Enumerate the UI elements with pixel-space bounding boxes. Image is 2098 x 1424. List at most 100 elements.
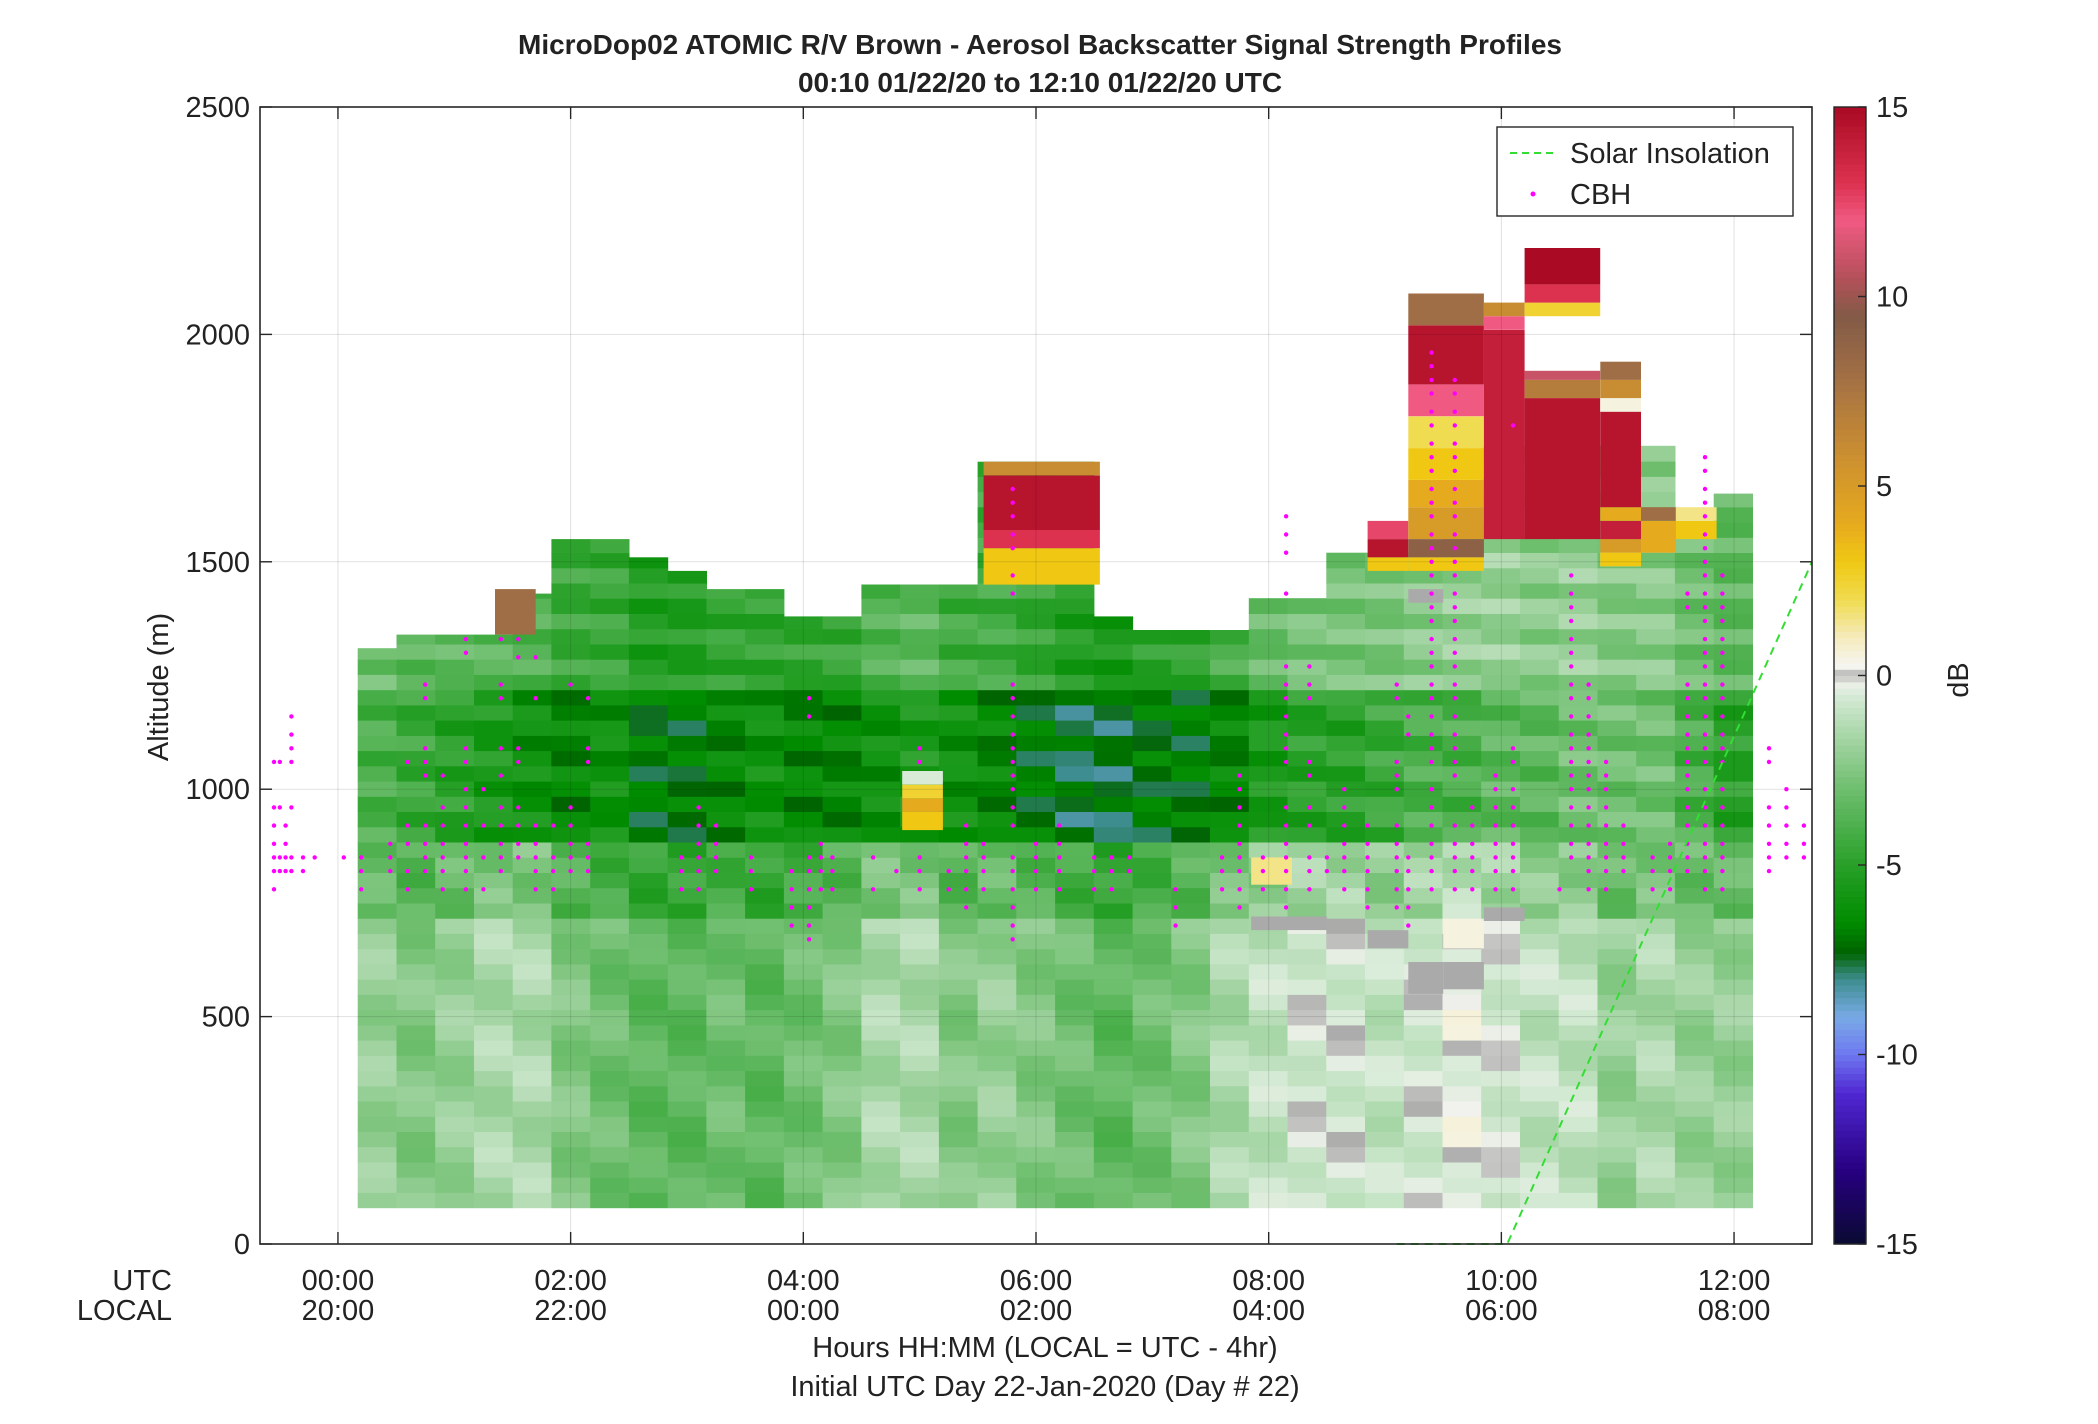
heat-cell xyxy=(1326,704,1366,721)
heat-cell xyxy=(1171,1116,1211,1132)
heat-cell xyxy=(745,613,785,630)
cbh-point xyxy=(1010,746,1015,751)
cbh-point xyxy=(1702,486,1708,492)
colorbar-segment xyxy=(1834,182,1866,190)
heat-cell xyxy=(1171,750,1211,767)
heat-cell xyxy=(938,628,979,645)
heat-cell xyxy=(977,1116,1017,1132)
heat-cell xyxy=(783,720,824,736)
heat-cell xyxy=(1558,1177,1598,1193)
cbh-point xyxy=(1057,855,1062,860)
heat-cell xyxy=(1713,994,1753,1011)
heat-cell xyxy=(1597,1024,1637,1041)
heat-cell xyxy=(551,1055,591,1072)
heat-cell xyxy=(1132,1040,1172,1056)
heat-cell xyxy=(1597,1040,1637,1056)
cbh-point xyxy=(516,823,521,828)
heat-cell xyxy=(1326,1146,1366,1163)
heat-cell xyxy=(1636,918,1676,934)
colorbar-segment xyxy=(1834,1124,1866,1131)
cbh-point xyxy=(271,868,277,874)
colorbar-segment xyxy=(1834,839,1866,847)
cbh-point xyxy=(423,823,428,828)
heat-cell xyxy=(512,1146,552,1163)
heat-cell xyxy=(1210,1101,1250,1117)
cbh-point xyxy=(1429,591,1434,596)
colorbar-segment xyxy=(1834,801,1866,809)
heat-cell xyxy=(706,750,746,767)
heat-cell xyxy=(667,598,707,614)
colorbar-segment xyxy=(1834,757,1866,765)
heat-cell xyxy=(1132,811,1172,828)
heat-cell xyxy=(706,1024,746,1041)
heat-cell xyxy=(590,826,630,843)
cloud-return-cell xyxy=(902,811,943,831)
cbh-point xyxy=(1586,823,1591,828)
heat-cell xyxy=(1016,1101,1056,1117)
colorbar-segment xyxy=(1834,176,1866,184)
heat-cell xyxy=(1636,674,1676,691)
heat-cell xyxy=(1016,1146,1056,1163)
heat-cell xyxy=(551,567,591,584)
cbh-point xyxy=(1720,605,1725,610)
cbh-point xyxy=(1365,855,1370,860)
heat-cell xyxy=(1365,567,1405,584)
heat-cell xyxy=(396,720,436,736)
colorbar-segment xyxy=(1834,612,1866,620)
heat-cell xyxy=(745,765,785,782)
cbh-point xyxy=(1429,714,1434,719)
heat-cell xyxy=(1055,628,1095,645)
heat-cell xyxy=(1481,1040,1521,1056)
colorbar-segment xyxy=(1834,915,1866,923)
cbh-point xyxy=(1702,559,1708,564)
cbh-point xyxy=(789,923,794,928)
heat-cell xyxy=(1093,811,1134,828)
heat-cell xyxy=(1520,948,1560,965)
heat-cell xyxy=(667,720,707,736)
heat-cell xyxy=(1558,842,1598,858)
heat-cell xyxy=(1636,1024,1676,1041)
cbh-point xyxy=(516,841,521,846)
heat-cell xyxy=(861,659,901,675)
heat-cell xyxy=(1636,582,1676,599)
heat-cell xyxy=(1365,979,1405,995)
heat-cell xyxy=(861,887,901,904)
cbh-point xyxy=(568,805,573,810)
cbh-point xyxy=(1667,841,1673,846)
heat-cell xyxy=(783,659,824,675)
heat-cell xyxy=(745,643,785,660)
cbh-point xyxy=(1237,805,1242,810)
heat-cell xyxy=(435,1177,475,1193)
heat-cell xyxy=(667,826,707,843)
heat-cell xyxy=(1055,1024,1095,1041)
colorbar-segment xyxy=(1834,789,1866,797)
cloud-return-cell xyxy=(983,475,1100,530)
heat-cell xyxy=(745,811,785,828)
heat-cell xyxy=(1636,872,1676,889)
heat-cell xyxy=(1365,1131,1405,1148)
cbh-point xyxy=(1603,887,1609,892)
heat-cell xyxy=(590,979,630,995)
heat-cell xyxy=(822,826,862,843)
heat-cell xyxy=(1210,1177,1250,1193)
heat-cell xyxy=(1287,842,1327,858)
heat-cell xyxy=(1520,674,1560,691)
heat-cell xyxy=(1093,902,1134,919)
x-tick-label-local: 06:00 xyxy=(1465,1295,1538,1327)
heat-cell xyxy=(900,1131,940,1148)
cbh-point xyxy=(1452,714,1458,719)
heat-cell xyxy=(396,1085,436,1102)
cbh-point xyxy=(1557,887,1562,892)
cloud-return-cell xyxy=(1524,379,1601,399)
cbh-point xyxy=(1702,546,1708,551)
heat-cell xyxy=(1326,552,1366,569)
cbh-point xyxy=(1702,591,1708,596)
colorbar-segment xyxy=(1834,151,1866,159)
heat-cell xyxy=(1597,1131,1637,1148)
cbh-point xyxy=(1237,887,1242,892)
heat-cell xyxy=(977,1161,1017,1178)
heat-cell xyxy=(1558,1070,1598,1087)
heat-cell xyxy=(590,689,630,706)
heat-cell xyxy=(1597,979,1637,995)
heat-cell xyxy=(1210,750,1250,767)
